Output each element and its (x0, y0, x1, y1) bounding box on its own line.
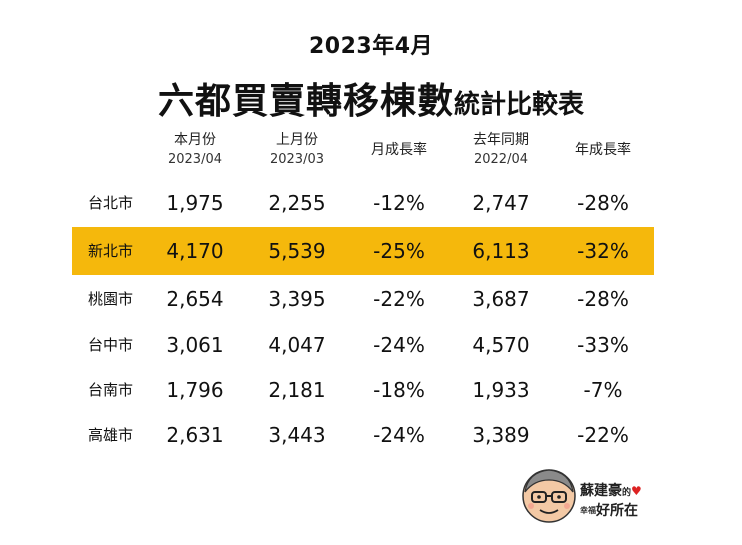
last-month-value: 3,443 (268, 423, 326, 447)
table-row-highlighted: 新北市 4,170 5,539 -25% 6,113 -32% (72, 227, 654, 275)
table-row: 桃園市 2,654 3,395 -22% 3,687 -28% (72, 277, 654, 321)
logo-name: 蘇建豪的♥ (580, 480, 642, 500)
last-month-value: 2,255 (268, 191, 326, 215)
logo-slogan: 幸福好所在 (580, 500, 638, 520)
yoy-growth-value: -22% (577, 423, 629, 447)
last-year-value: 3,389 (472, 423, 530, 447)
yoy-growth-value: -32% (577, 239, 629, 263)
header-label: 月成長率 (371, 142, 427, 158)
mom-growth-value: -12% (373, 191, 425, 215)
header-label: 去年同期 (473, 132, 529, 148)
last-month-value: 3,395 (268, 287, 326, 311)
current-month-value: 4,170 (166, 239, 224, 263)
last-year-value: 1,933 (472, 378, 530, 402)
table-row: 高雄市 2,631 3,443 -24% 3,389 -22% (72, 413, 654, 457)
header-sub: 2022/04 (473, 152, 528, 167)
table-row: 台北市 1,975 2,255 -12% 2,747 -28% (72, 181, 654, 225)
city-name: 台南市 (88, 381, 134, 399)
current-month-value: 3,061 (166, 333, 224, 357)
last-year-value: 6,113 (472, 239, 530, 263)
header-sub: 2023/04 (167, 152, 222, 167)
logo-slogan-text: 好所在 (596, 503, 638, 519)
current-month-value: 1,975 (166, 191, 224, 215)
city-name: 新北市 (88, 242, 134, 260)
last-year-value: 3,687 (472, 287, 530, 311)
current-month-value: 1,796 (166, 378, 224, 402)
yoy-growth-value: -33% (577, 333, 629, 357)
header-label: 本月份 (174, 132, 216, 148)
current-month-value: 2,654 (166, 287, 224, 311)
logo-name-text: 蘇建豪 (580, 483, 622, 499)
avatar-icon (522, 469, 576, 523)
logo-name-suffix: 的 (622, 488, 632, 498)
last-month-value: 5,539 (268, 239, 326, 263)
main-title-large: 六都買賣轉移棟數 (157, 81, 454, 122)
header-mom-growth: 月成長率 (354, 140, 444, 160)
city-name: 台中市 (88, 336, 134, 354)
header-sub: 2023/03 (269, 152, 324, 167)
header-current-month: 本月份 2023/04 (150, 130, 240, 170)
main-title-small: 統計比較表 (454, 90, 585, 120)
city-name: 台北市 (88, 194, 134, 212)
last-year-value: 2,747 (472, 191, 530, 215)
logo-slogan-small: 幸福 (580, 506, 596, 515)
city-name: 高雄市 (88, 426, 134, 444)
author-logo: 蘇建豪的♥ 幸福好所在 (514, 464, 654, 526)
main-title: 六都買賣轉移棟數統計比較表 (0, 72, 742, 124)
last-month-value: 4,047 (268, 333, 326, 357)
header-last-month: 上月份 2023/03 (252, 130, 342, 170)
mom-growth-value: -24% (373, 333, 425, 357)
header-last-year: 去年同期 2022/04 (456, 130, 546, 170)
mom-growth-value: -18% (373, 378, 425, 402)
date-title: 2023年4月 (308, 34, 434, 59)
current-month-value: 2,631 (166, 423, 224, 447)
heart-icon: ♥ (631, 484, 642, 498)
table-row: 台南市 1,796 2,181 -18% 1,933 -7% (72, 368, 654, 412)
mom-growth-value: -24% (373, 423, 425, 447)
header-yoy-growth: 年成長率 (558, 140, 648, 160)
yoy-growth-value: -28% (577, 191, 629, 215)
mom-growth-value: -25% (373, 239, 425, 263)
mom-growth-value: -22% (373, 287, 425, 311)
city-name: 桃園市 (88, 290, 134, 308)
yoy-growth-value: -28% (577, 287, 629, 311)
header-label: 上月份 (276, 132, 318, 148)
last-month-value: 2,181 (268, 378, 326, 402)
header-label: 年成長率 (575, 142, 631, 158)
yoy-growth-value: -7% (583, 378, 623, 402)
table-row: 台中市 3,061 4,047 -24% 4,570 -33% (72, 323, 654, 367)
last-year-value: 4,570 (472, 333, 530, 357)
